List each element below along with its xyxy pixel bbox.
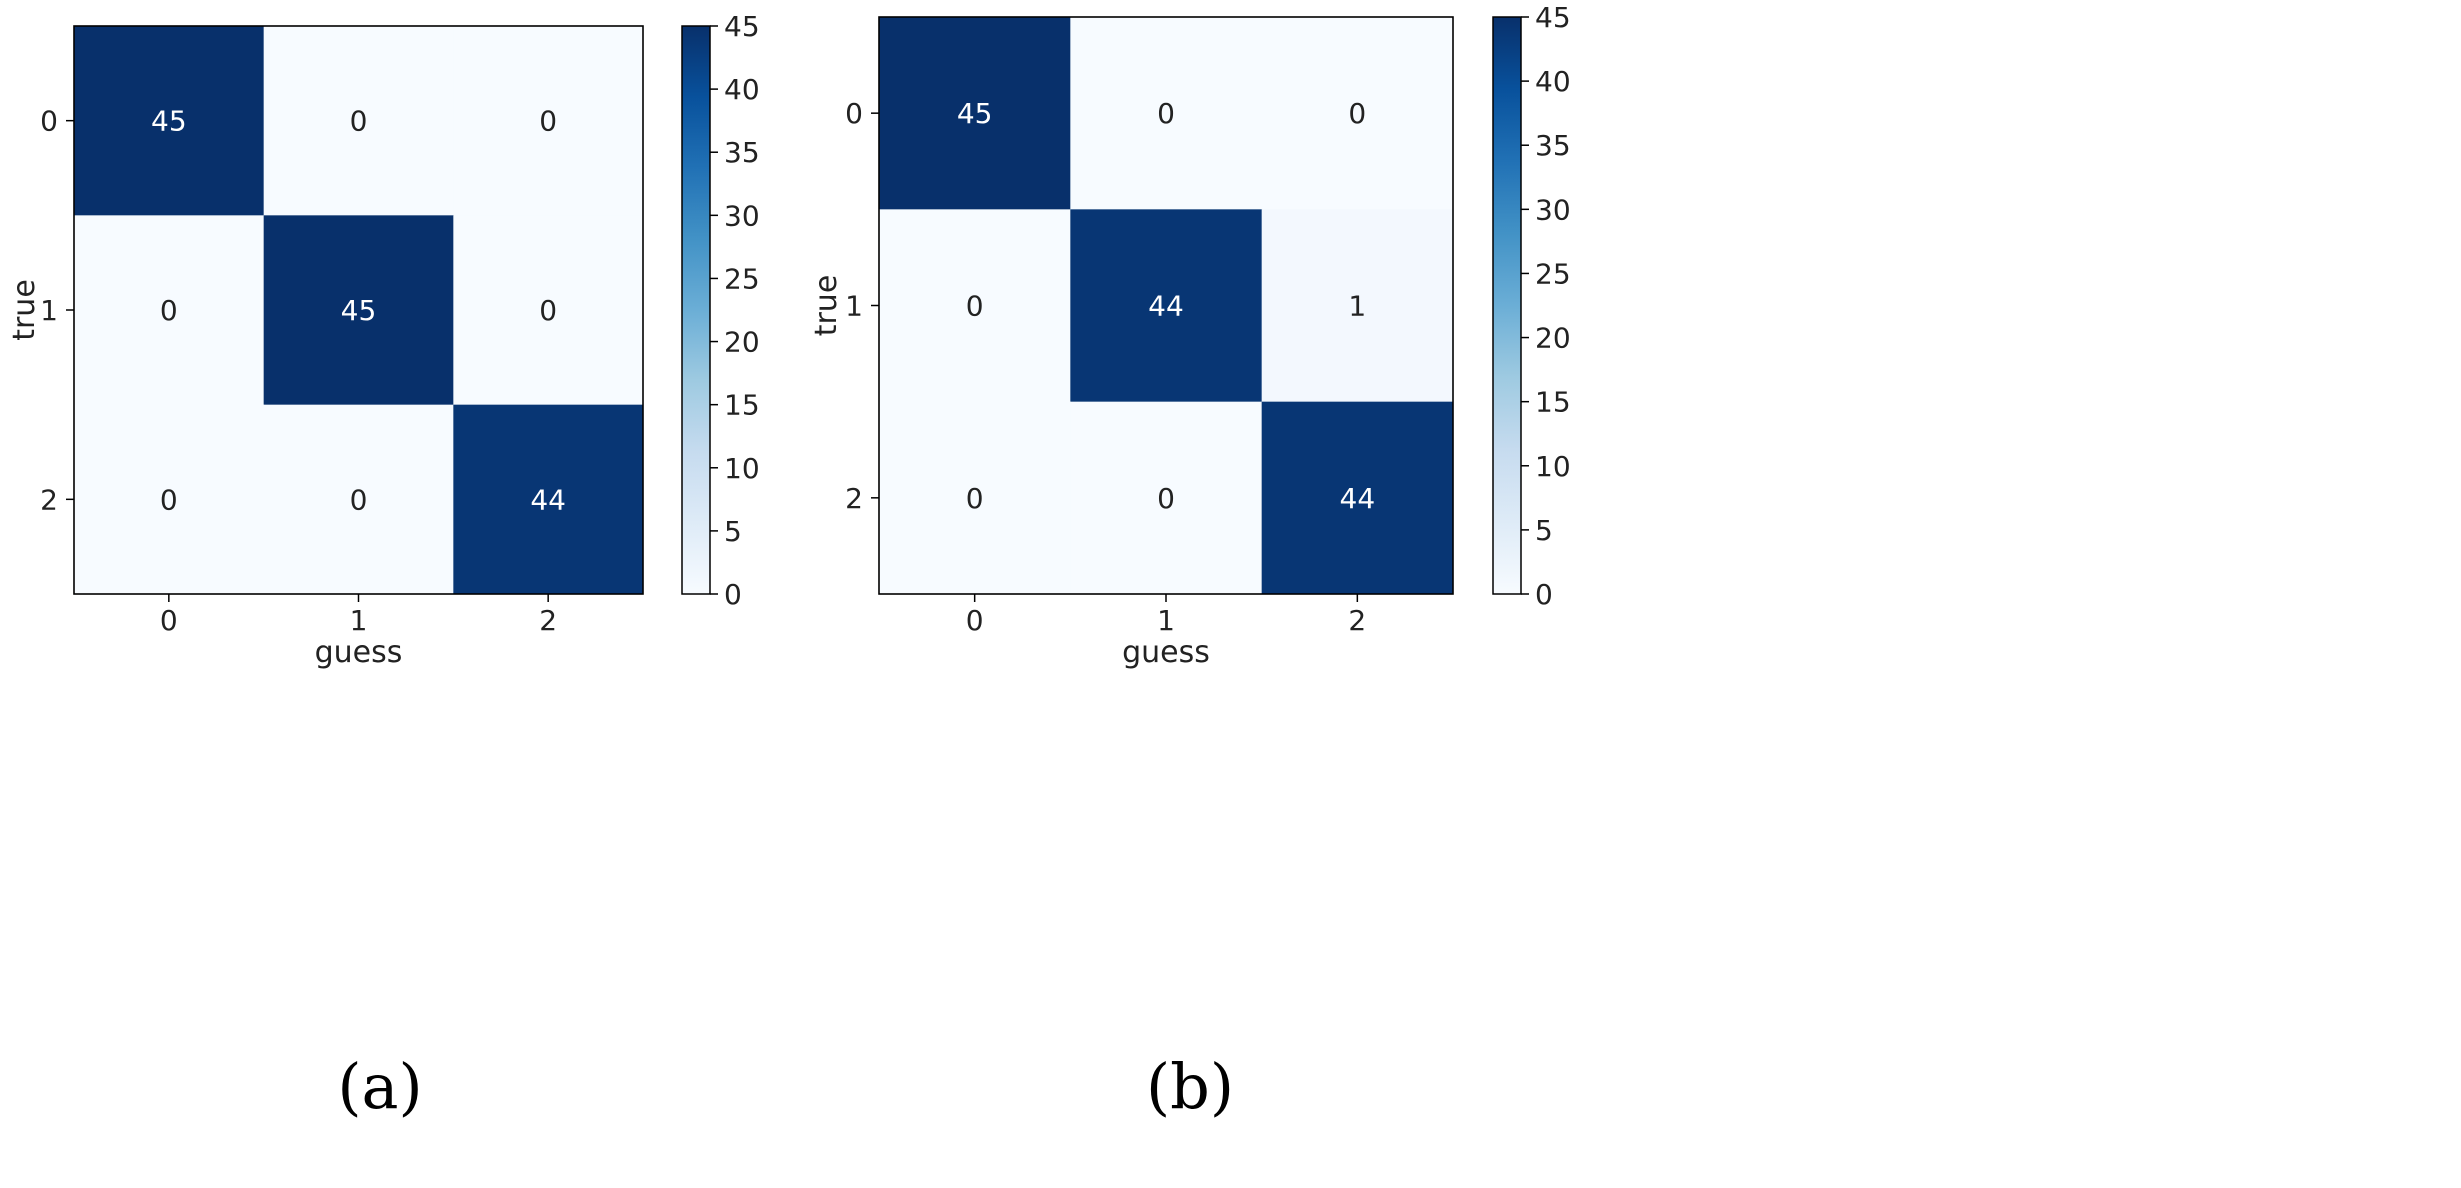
- colorbar-tick-label-3: 15: [1535, 386, 1571, 419]
- colorbar-tick-label-4: 20: [1535, 322, 1571, 355]
- cell-value-1-0: 0: [966, 290, 984, 323]
- colorbar-tick-label-1: 5: [1535, 514, 1553, 547]
- colorbar-tick-label-2: 10: [1535, 450, 1571, 483]
- cell-2-1: [1070, 401, 1263, 595]
- colorbar: [681, 25, 711, 595]
- panel-label: (b): [1146, 1050, 1234, 1123]
- cell-0-0: [879, 17, 1071, 210]
- cell-value-2-0: 0: [160, 483, 178, 516]
- x-tick-label-1: 1: [1157, 604, 1175, 637]
- cell-0-0: [74, 26, 265, 216]
- y-tick-label-0: 0: [845, 97, 863, 130]
- y-tick-label-1: 1: [40, 294, 58, 327]
- cell-value-0-1: 0: [350, 105, 368, 138]
- x-tick-label-0: 0: [966, 604, 984, 637]
- colorbar-tick-label-3: 15: [724, 389, 760, 422]
- y-tick-label-1: 1: [845, 290, 863, 323]
- colorbar-tick-label-0: 0: [1535, 578, 1553, 611]
- colorbar-tick-label-2: 10: [724, 452, 760, 485]
- cell-1-0: [879, 209, 1071, 403]
- colorbar-tick-label-6: 30: [724, 199, 760, 232]
- cell-value-2-0: 0: [966, 482, 984, 515]
- cell-value-1-1: 44: [1148, 290, 1184, 323]
- colorbar-tick-label-5: 25: [1535, 257, 1571, 290]
- cell-2-0: [74, 404, 265, 595]
- panel-label: (a): [337, 1050, 422, 1123]
- cell-value-1-2: 0: [539, 294, 557, 327]
- cell-value-2-2: 44: [530, 483, 566, 516]
- x-tick-label-2: 2: [1348, 604, 1366, 637]
- cell-value-2-1: 0: [350, 483, 368, 516]
- colorbar-tick-label-9: 45: [724, 10, 760, 43]
- cell-value-1-2: 1: [1348, 290, 1366, 323]
- cell-2-2: [453, 404, 644, 595]
- x-axis-label: guess: [315, 635, 403, 670]
- cell-2-2: [1261, 401, 1454, 595]
- y-tick-label-0: 0: [40, 105, 58, 138]
- cell-value-0-2: 0: [539, 105, 557, 138]
- colorbar-tick-label-7: 35: [724, 136, 760, 169]
- cell-0-2: [1261, 17, 1454, 210]
- cell-2-0: [879, 401, 1071, 595]
- cell-value-0-1: 0: [1157, 97, 1175, 130]
- cell-1-1: [263, 215, 454, 406]
- x-tick-label-1: 1: [350, 604, 368, 637]
- colorbar-tick-label-6: 30: [1535, 193, 1571, 226]
- colorbar-tick-label-9: 45: [1535, 1, 1571, 34]
- y-tick-label-2: 2: [40, 483, 58, 516]
- y-axis-label: true: [7, 279, 42, 341]
- cell-1-2: [1261, 209, 1454, 403]
- colorbar: [1492, 16, 1522, 595]
- cell-value-0-0: 45: [957, 97, 993, 130]
- cell-value-1-0: 0: [160, 294, 178, 327]
- colorbar-tick-label-5: 25: [724, 262, 760, 295]
- colorbar-tick-label-0: 0: [724, 578, 742, 611]
- colorbar-tick-label-4: 20: [724, 326, 760, 359]
- x-axis-label: guess: [1122, 635, 1210, 670]
- cell-0-2: [453, 26, 644, 216]
- cell-1-2: [453, 215, 644, 406]
- cell-value-1-1: 45: [341, 294, 377, 327]
- x-tick-label-0: 0: [160, 604, 178, 637]
- cell-value-2-2: 44: [1340, 482, 1376, 515]
- colorbar-tick-label-7: 35: [1535, 129, 1571, 162]
- colorbar-tick-label-8: 40: [724, 73, 760, 106]
- cell-value-0-0: 45: [151, 105, 187, 138]
- cell-0-1: [1070, 17, 1263, 210]
- cell-1-0: [74, 215, 265, 406]
- confusion-matrix-a: 45 0 00 45 00 0 440 1 2012guesstrue0510152025303…: [7, 10, 760, 1123]
- cell-value-2-1: 0: [1157, 482, 1175, 515]
- y-axis-label: true: [809, 275, 844, 337]
- cell-0-1: [263, 26, 454, 216]
- colorbar-tick-label-1: 5: [724, 515, 742, 548]
- cell-2-1: [263, 404, 454, 595]
- colorbar-tick-label-8: 40: [1535, 65, 1571, 98]
- confusion-matrix-b: 45 0 00 44 10 0 440 1 2012guesstrue0510152025303…: [809, 1, 1571, 1123]
- y-tick-label-2: 2: [845, 482, 863, 515]
- cell-1-1: [1070, 209, 1263, 403]
- cell-value-0-2: 0: [1348, 97, 1366, 130]
- x-tick-label-2: 2: [539, 604, 557, 637]
